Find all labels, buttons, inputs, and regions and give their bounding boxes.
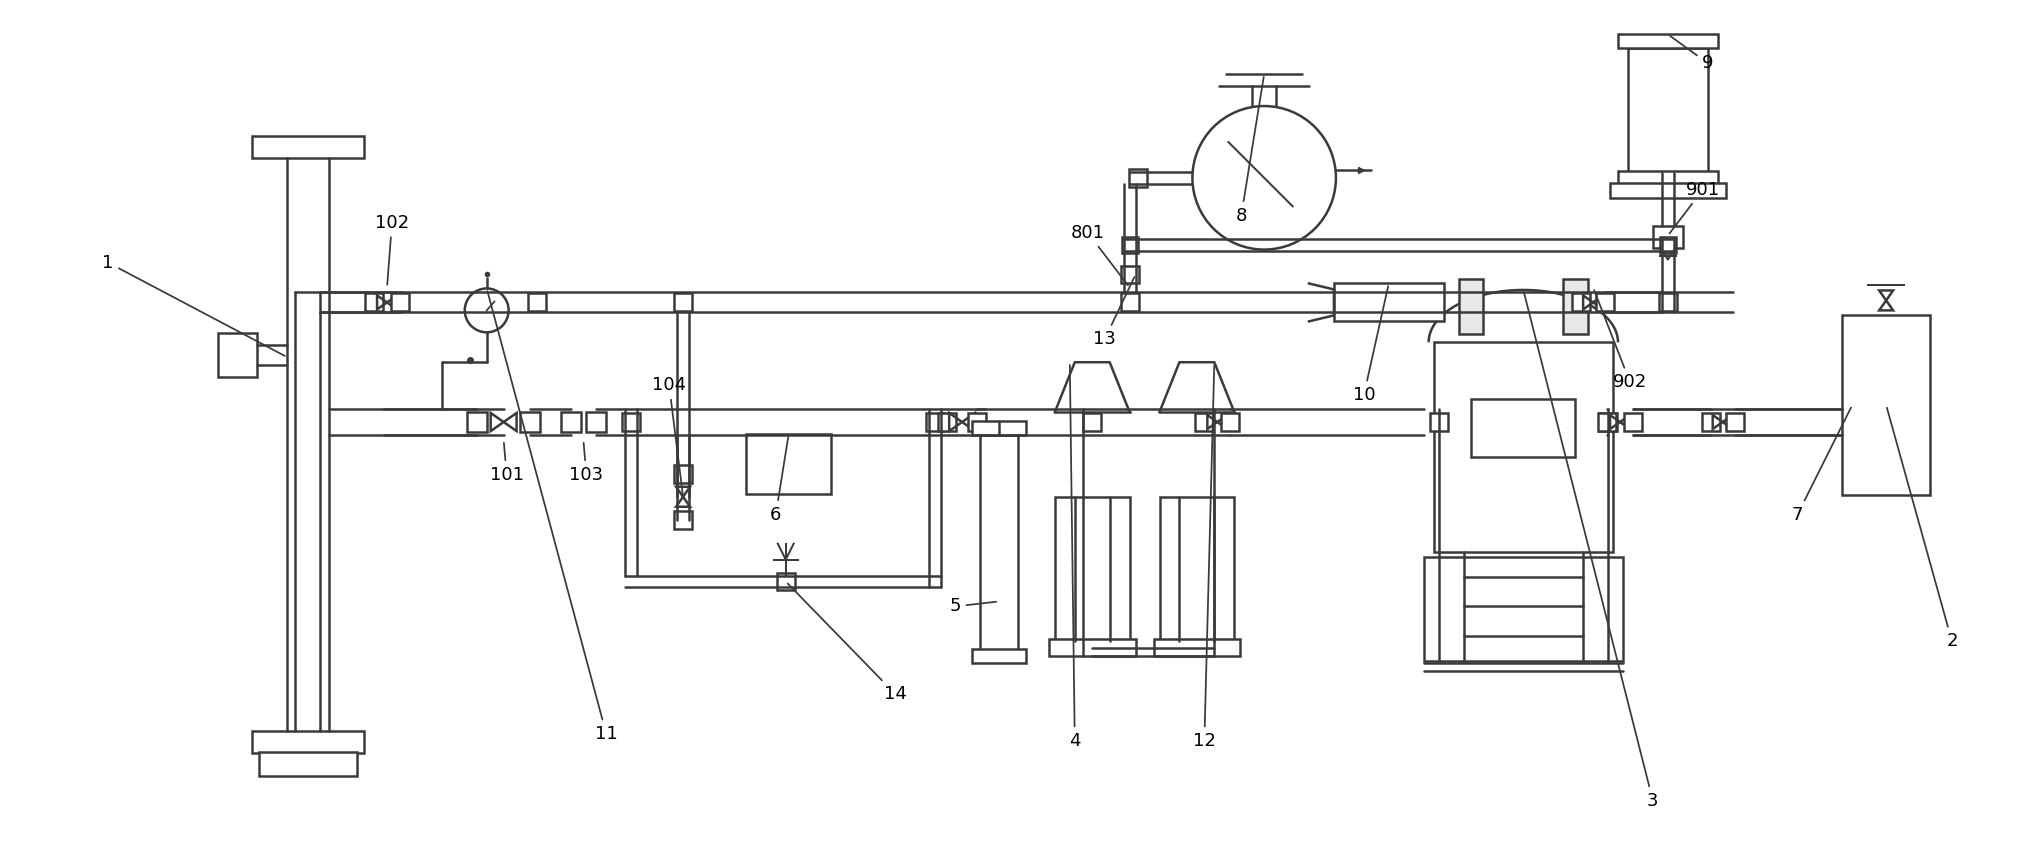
Bar	[1121, 293, 1138, 311]
Bar	[1618, 171, 1718, 185]
Bar	[252, 731, 365, 753]
Bar	[1121, 266, 1138, 284]
Bar	[1702, 413, 1721, 431]
Text: 104: 104	[651, 376, 686, 494]
Bar	[1727, 413, 1743, 431]
Bar	[1083, 413, 1101, 431]
Bar	[561, 412, 581, 432]
Bar	[1424, 556, 1624, 662]
Bar	[1222, 413, 1238, 431]
Bar	[1333, 284, 1444, 321]
Bar	[218, 333, 258, 377]
Bar	[938, 413, 956, 431]
Bar	[252, 136, 365, 158]
Bar	[1618, 34, 1718, 48]
Bar	[623, 413, 639, 431]
Bar	[1049, 639, 1136, 656]
Text: 2: 2	[1886, 408, 1959, 650]
Bar	[674, 464, 692, 482]
Bar	[1563, 279, 1587, 334]
Bar	[1121, 237, 1138, 253]
Bar	[587, 412, 607, 432]
Bar	[1595, 293, 1614, 311]
Bar	[1842, 315, 1930, 494]
Text: 1: 1	[103, 254, 284, 356]
Bar	[1597, 413, 1616, 431]
Circle shape	[464, 289, 508, 333]
Text: 902: 902	[1593, 290, 1648, 391]
Text: 8: 8	[1236, 77, 1265, 225]
Bar	[926, 413, 944, 431]
Bar	[980, 435, 1019, 651]
Text: 6: 6	[770, 437, 789, 524]
Bar	[1624, 413, 1642, 431]
Bar	[1160, 497, 1234, 641]
Bar	[1154, 639, 1240, 656]
Text: 3: 3	[1525, 292, 1658, 810]
Bar	[1130, 169, 1146, 187]
Text: 11: 11	[488, 291, 617, 743]
Text: 801: 801	[1071, 224, 1128, 285]
Bar	[1610, 183, 1727, 198]
Bar	[972, 650, 1027, 663]
Text: 7: 7	[1791, 408, 1852, 524]
Bar	[1472, 399, 1575, 457]
Text: 102: 102	[375, 213, 409, 285]
Bar	[1652, 225, 1682, 248]
Bar	[968, 413, 986, 431]
Bar	[1660, 237, 1676, 253]
Bar	[528, 293, 545, 311]
Bar	[674, 511, 692, 529]
Bar	[1571, 293, 1589, 311]
Text: 103: 103	[569, 443, 603, 484]
Bar	[972, 421, 1027, 435]
Text: 101: 101	[490, 443, 524, 484]
Bar	[1458, 279, 1482, 334]
Text: 5: 5	[950, 597, 996, 615]
Bar	[1628, 48, 1708, 173]
Circle shape	[1192, 106, 1335, 249]
Bar	[1658, 293, 1676, 311]
Text: 10: 10	[1353, 286, 1388, 405]
Text: 13: 13	[1093, 277, 1134, 348]
Bar	[260, 752, 357, 776]
Text: 14: 14	[789, 584, 908, 703]
Text: 12: 12	[1192, 365, 1216, 750]
Bar	[1599, 413, 1618, 431]
Bar	[674, 293, 692, 311]
Text: 901: 901	[1670, 181, 1721, 233]
Bar	[1055, 497, 1130, 641]
Bar	[746, 434, 831, 494]
Bar	[466, 412, 486, 432]
Bar	[1196, 413, 1214, 431]
Bar	[391, 293, 409, 311]
Bar	[1430, 413, 1448, 431]
Text: 9: 9	[1670, 36, 1714, 72]
Bar	[520, 412, 539, 432]
Text: 4: 4	[1069, 365, 1081, 750]
Bar	[777, 572, 795, 590]
Bar	[1434, 342, 1614, 552]
Bar	[365, 293, 383, 311]
